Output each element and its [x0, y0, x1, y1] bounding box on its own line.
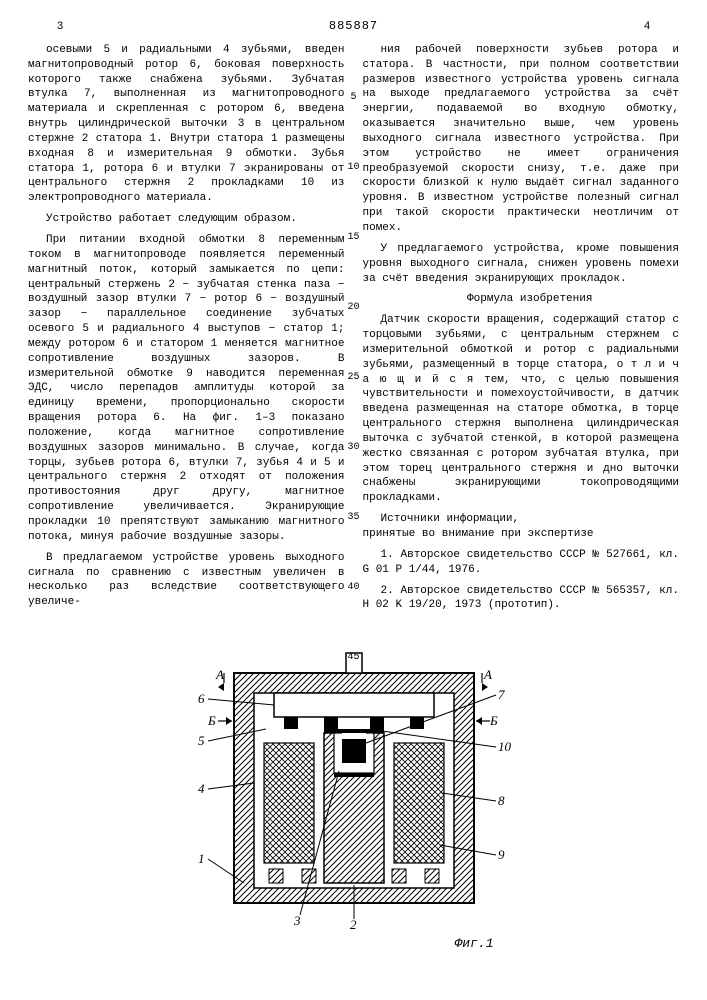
source-item: 1. Авторское свидетельство СССР № 527661… [363, 548, 680, 578]
para: В предлагаемом устройстве уровень выходн… [28, 551, 345, 610]
figure-1: А А Б Б 6 [174, 633, 534, 953]
svg-text:5: 5 [198, 733, 205, 748]
svg-text:6: 6 [198, 691, 205, 706]
figure-caption: Фиг.1 [174, 935, 534, 953]
line-number: 45 [347, 651, 359, 665]
figure-svg: А А Б Б 6 [174, 633, 534, 933]
formula-title: Формула изобретения [363, 292, 680, 307]
label-A: А [215, 667, 224, 682]
patent-page: 3 885887 4 осевыми 5 и радиальными 4 зуб… [0, 0, 707, 973]
para: У предлагаемого устройства, кроме повыше… [363, 242, 680, 287]
label-B: Б [207, 713, 216, 728]
document-number: 885887 [329, 18, 378, 34]
sources-title: Источники информации, принятые во вниман… [363, 512, 680, 542]
column-left: осевыми 5 и радиальными 4 зубьями, введе… [28, 43, 345, 619]
para: Устройство работает следующим образом. [28, 212, 345, 227]
svg-text:9: 9 [498, 847, 505, 862]
line-number: 15 [347, 231, 359, 245]
para: Датчик скорости вращения, содержащий ста… [363, 313, 680, 506]
para: При питании входной обмотки 8 переменным… [28, 233, 345, 545]
line-number: 20 [347, 301, 359, 315]
svg-text:4: 4 [198, 781, 205, 796]
label-B: Б [489, 713, 498, 728]
page-number-right: 4 [627, 20, 667, 35]
svg-text:10: 10 [498, 739, 512, 754]
line-number: 25 [347, 371, 359, 385]
svg-text:1: 1 [198, 851, 205, 866]
svg-text:8: 8 [498, 793, 505, 808]
columns-wrap: осевыми 5 и радиальными 4 зубьями, введе… [28, 43, 679, 619]
page-number-left: 3 [40, 20, 80, 35]
source-item: 2. Авторское свидетельство СССР № 565357… [363, 584, 680, 614]
section-A-left: А [215, 667, 224, 691]
text-columns: осевыми 5 и радиальными 4 зубьями, введе… [28, 43, 679, 619]
line-number: 5 [350, 91, 356, 105]
page-header: 3 885887 4 [28, 18, 679, 35]
svg-text:3: 3 [293, 913, 301, 928]
line-number: 40 [347, 581, 359, 595]
column-right: ния рабочей поверхности зубьев ротора и … [363, 43, 680, 619]
label-A: А [483, 667, 492, 682]
svg-text:2: 2 [350, 917, 357, 932]
line-number: 35 [347, 511, 359, 525]
svg-text:7: 7 [498, 687, 505, 702]
line-number: 30 [347, 441, 359, 455]
para: осевыми 5 и радиальными 4 зубьями, введе… [28, 43, 345, 206]
line-number: 10 [347, 161, 359, 175]
para: ния рабочей поверхности зубьев ротора и … [363, 43, 680, 236]
